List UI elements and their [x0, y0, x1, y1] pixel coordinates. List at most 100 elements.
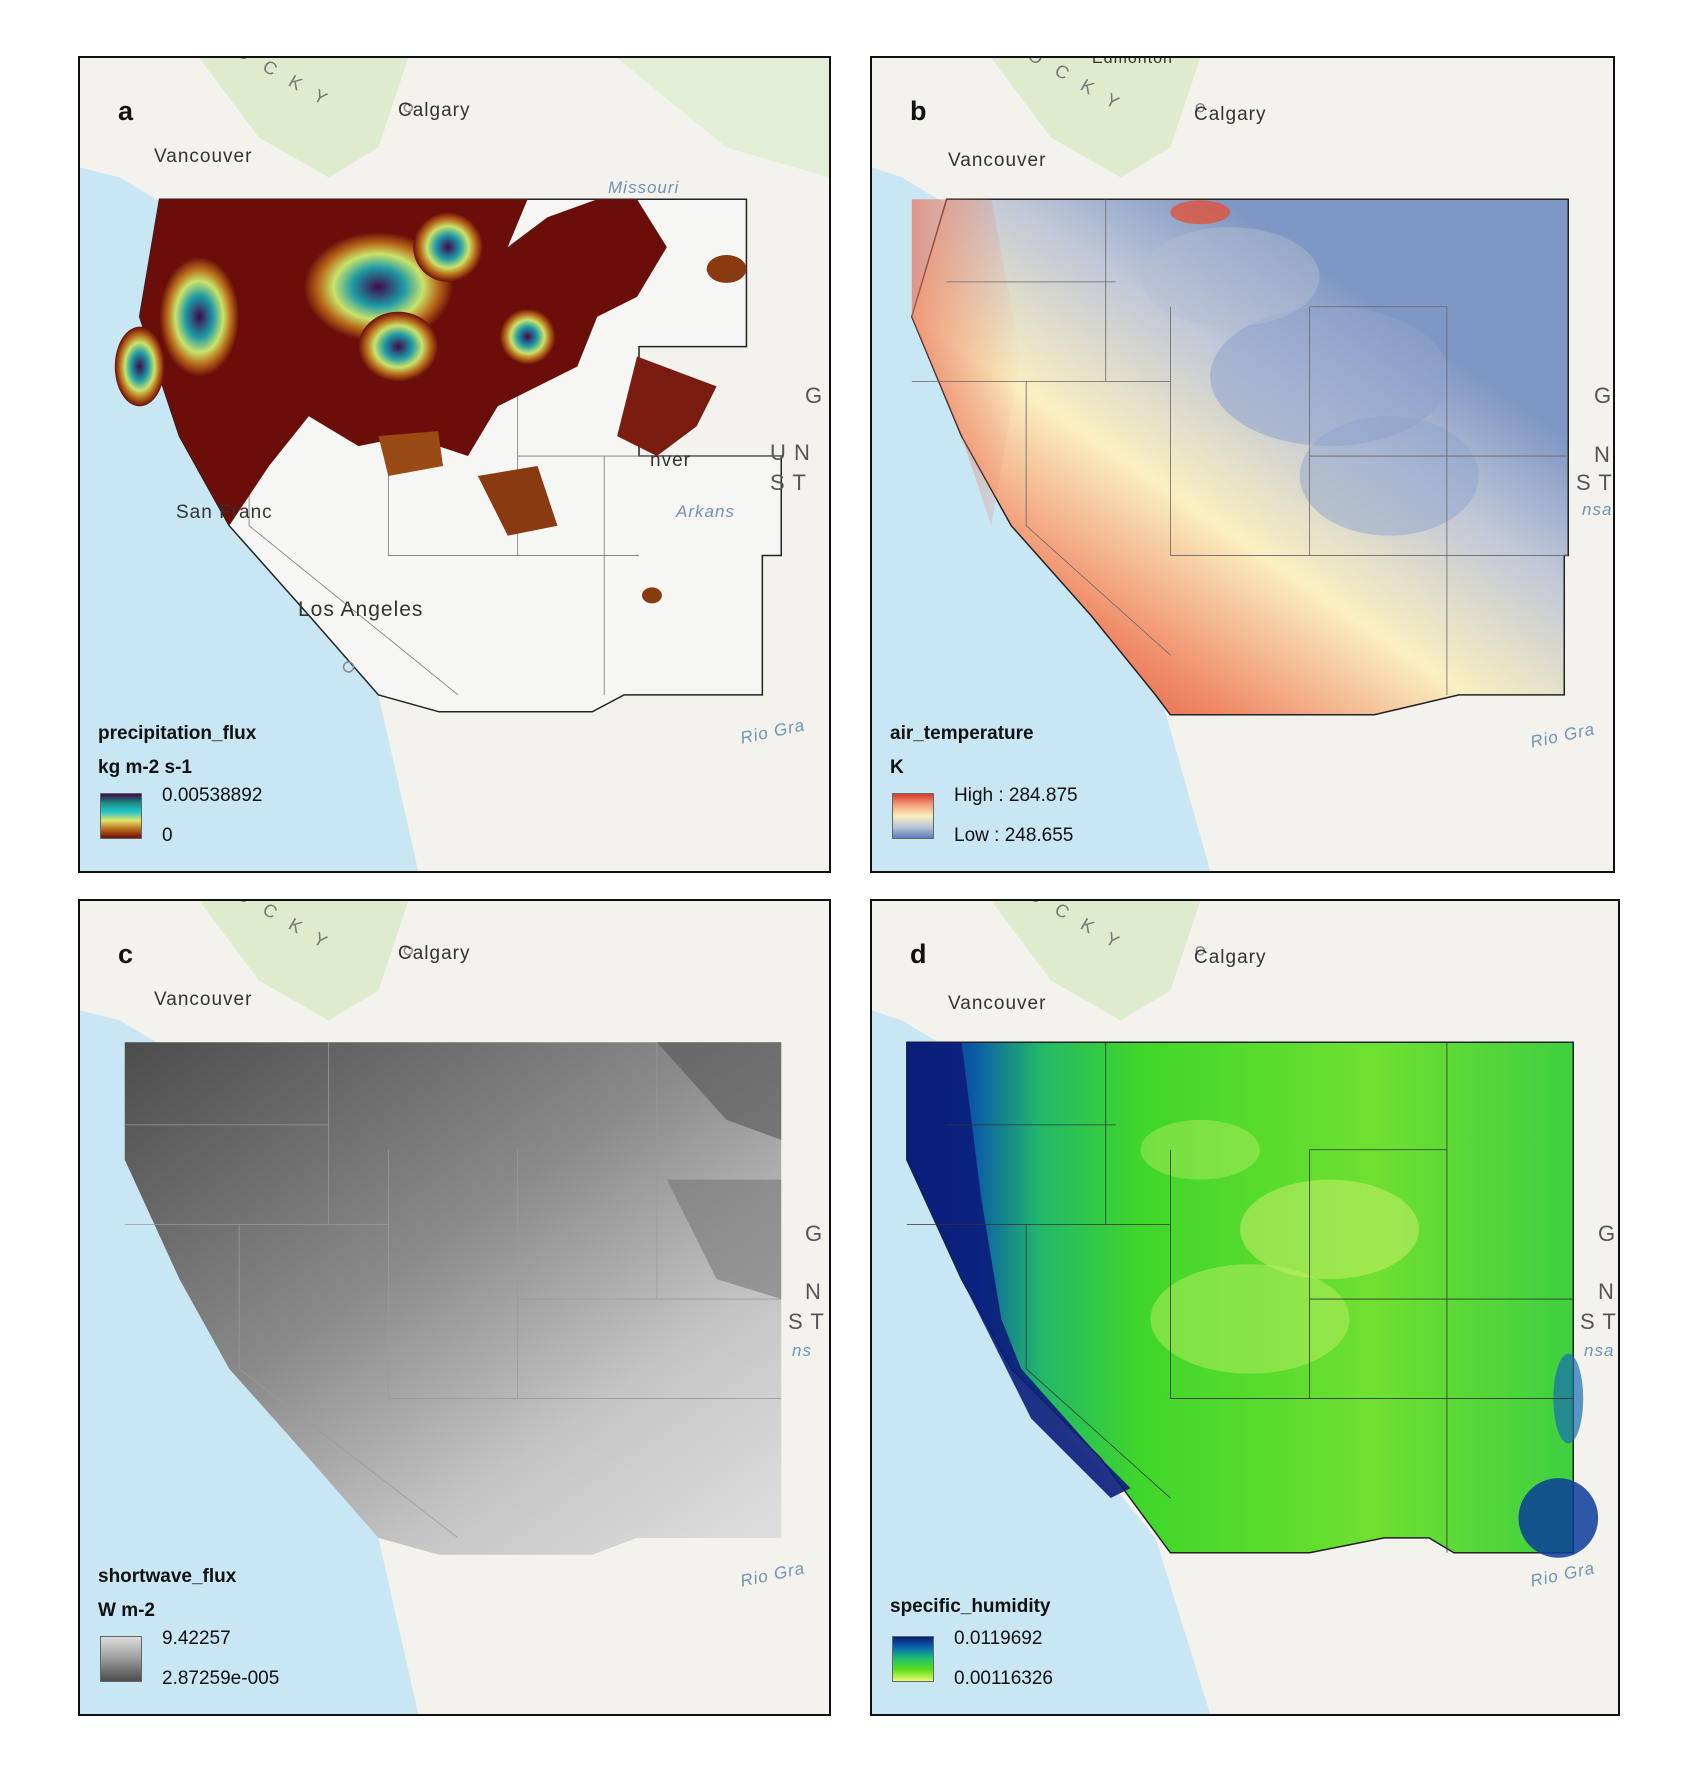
city-label-edmonton: Edmonton — [1092, 56, 1173, 67]
wet-cell — [358, 311, 439, 382]
panel-letter: b — [910, 96, 927, 126]
map-panel-a: a O C K Y Calgary Vancouver Missouri San… — [78, 56, 831, 873]
precip-patch — [617, 356, 717, 457]
map-panel-b: b Edmonton O C K Y Calgary Vancouver G N… — [870, 56, 1615, 873]
legend-color-ramp — [892, 1636, 934, 1682]
dry-region — [1140, 1119, 1260, 1180]
state-boundaries — [124, 1042, 782, 1539]
forest-area — [199, 901, 409, 1021]
country-label-fragment: N — [1594, 442, 1611, 467]
legend-color-ramp — [100, 793, 142, 839]
city-dot — [403, 946, 413, 956]
precip-patch — [477, 465, 558, 536]
river-label-missouri: Missouri — [608, 178, 680, 197]
city-label-vancouver: Vancouver — [154, 989, 253, 1010]
river-label-arkansas: nsa — [1582, 500, 1613, 519]
legend: precipitation_flux kg m-2 s-1 0.00538892… — [98, 723, 262, 847]
legend-title: precipitation_flux — [98, 723, 257, 744]
prairie-area — [617, 58, 829, 178]
wet-cell — [159, 257, 240, 377]
river-label-arkansas: Arkans — [676, 502, 735, 521]
country-label-fragment: G — [805, 1221, 824, 1246]
dark-patch — [666, 1179, 782, 1300]
river-label-arkansas: nsa — [1584, 1341, 1615, 1360]
air-temperature-map — [872, 58, 1613, 871]
legend-unit: K — [890, 757, 904, 778]
cold-region — [1140, 227, 1320, 327]
panel-letter: d — [910, 939, 927, 969]
legend: air_temperature K High : 284.875 Low : 2… — [890, 723, 1078, 847]
legend-color-ramp — [892, 793, 934, 839]
city-label-vancouver: Vancouver — [154, 146, 253, 167]
cold-region — [1299, 416, 1479, 536]
city-label-los-angeles: Los Angeles — [298, 598, 424, 621]
coastal-warm-band — [911, 199, 1022, 526]
legend-low-value: 0.00116326 — [954, 1668, 1053, 1689]
warm-spot — [1170, 200, 1231, 225]
precip-patch — [378, 431, 444, 476]
city-label-calgary: Calgary — [1194, 104, 1267, 125]
dark-patch — [656, 1042, 782, 1140]
legend-title: air_temperature — [890, 723, 1034, 744]
country-label-fragment: N — [1598, 1279, 1615, 1304]
legend-unit: W m-2 — [98, 1600, 155, 1621]
city-label-calgary: Calgary — [398, 100, 471, 121]
forest-area — [199, 58, 409, 178]
legend-high-value: 9.42257 — [162, 1628, 231, 1649]
river-label-arkansas: ns — [792, 1341, 812, 1360]
country-label-fragment: G — [805, 383, 824, 408]
city-dot — [1195, 946, 1205, 956]
wet-cell — [413, 212, 483, 282]
panel-letter: a — [118, 96, 134, 126]
specific-humidity-map — [872, 901, 1618, 1714]
country-label-fragment: S T — [1576, 470, 1613, 495]
state-boundaries — [906, 1042, 1574, 1553]
city-dot — [342, 661, 355, 673]
legend-high-value: 0.0119692 — [954, 1628, 1043, 1649]
cold-region — [1210, 306, 1449, 447]
legend-high-value: 0.00538892 — [162, 785, 263, 806]
city-dot — [1195, 103, 1205, 113]
country-label-fragment: S T — [1580, 1309, 1617, 1334]
legend-title: specific_humidity — [890, 1596, 1051, 1617]
legend-unit: kg m-2 s-1 — [98, 757, 192, 778]
map-panel-d: d O C K Y Calgary Vancouver G N S T nsa … — [870, 899, 1620, 1716]
forest-area — [991, 58, 1201, 178]
wet-cell — [499, 308, 556, 365]
city-label-denver: nver — [650, 450, 691, 471]
legend-title: shortwave_flux — [98, 1566, 237, 1587]
legend-low-value: Low : 248.655 — [954, 825, 1074, 846]
wet-cell — [114, 326, 165, 407]
country-label-fragment: S T — [770, 470, 807, 495]
country-label-fragment: U N — [770, 440, 811, 465]
map-panel-c: c O C K Y Calgary Vancouver G N S T ns R… — [78, 899, 831, 1716]
shortwave-field — [124, 1042, 782, 1555]
dry-region — [1240, 1179, 1420, 1280]
city-label-san-francisco: San Franc — [176, 502, 273, 523]
country-label-fragment: S T — [788, 1309, 825, 1334]
legend-color-ramp — [100, 1636, 142, 1682]
humid-region — [1518, 1478, 1599, 1558]
precip-patch — [641, 587, 662, 604]
precip-patch — [706, 255, 747, 283]
country-label-fragment: G — [1598, 1221, 1617, 1246]
country-label-fragment: G — [1594, 383, 1613, 408]
city-dot — [403, 103, 413, 113]
legend-high-value: High : 284.875 — [954, 785, 1078, 806]
precipitation-map — [80, 58, 829, 871]
dry-region — [1150, 1264, 1350, 1374]
panel-letter: c — [118, 939, 134, 969]
city-label-vancouver: Vancouver — [948, 993, 1047, 1014]
forest-area — [991, 901, 1201, 1021]
city-label-calgary: Calgary — [1194, 947, 1267, 968]
city-label-calgary: Calgary — [398, 943, 471, 964]
shortwave-flux-map — [80, 901, 829, 1714]
legend-low-value: 2.87259e-005 — [162, 1668, 280, 1689]
legend: shortwave_flux W m-2 9.42257 2.87259e-00… — [98, 1566, 279, 1690]
state-boundaries — [911, 199, 1569, 695]
legend-low-value: 0 — [162, 825, 173, 846]
city-label-vancouver: Vancouver — [948, 150, 1047, 171]
country-label-fragment: N — [805, 1279, 822, 1304]
legend: specific_humidity 0.0119692 0.00116326 — [890, 1596, 1053, 1690]
coastal-humid-band — [906, 1042, 1131, 1499]
